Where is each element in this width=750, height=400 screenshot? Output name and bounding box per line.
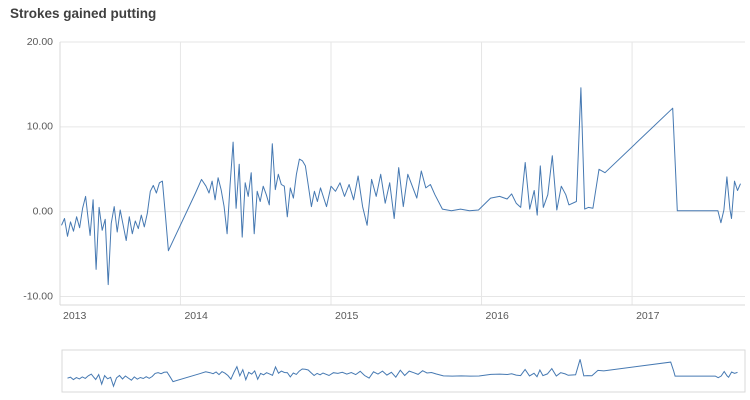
y-axis-label: 0.00 [33,205,54,217]
nav-frame [61,349,746,393]
y-axis-label: -10.00 [23,290,53,302]
nav-data-line [67,359,738,388]
x-axis-label: 2017 [636,310,660,322]
y-axis-label: 20.00 [27,36,53,48]
x-axis-label: 2013 [63,310,87,322]
y-axis-label: 10.00 [27,121,53,133]
x-axis-label: 2014 [184,310,208,322]
x-axis-label: 2015 [335,310,359,322]
chart-title: Strokes gained putting [10,6,157,21]
x-axis-label: 2016 [486,310,510,322]
main-chart[interactable]: 20.00 10.00 0.00 -10.00 2013 2014 2015 2016 2017 [0,0,750,330]
data-line [61,87,741,286]
chart-navigator[interactable] [0,348,750,398]
